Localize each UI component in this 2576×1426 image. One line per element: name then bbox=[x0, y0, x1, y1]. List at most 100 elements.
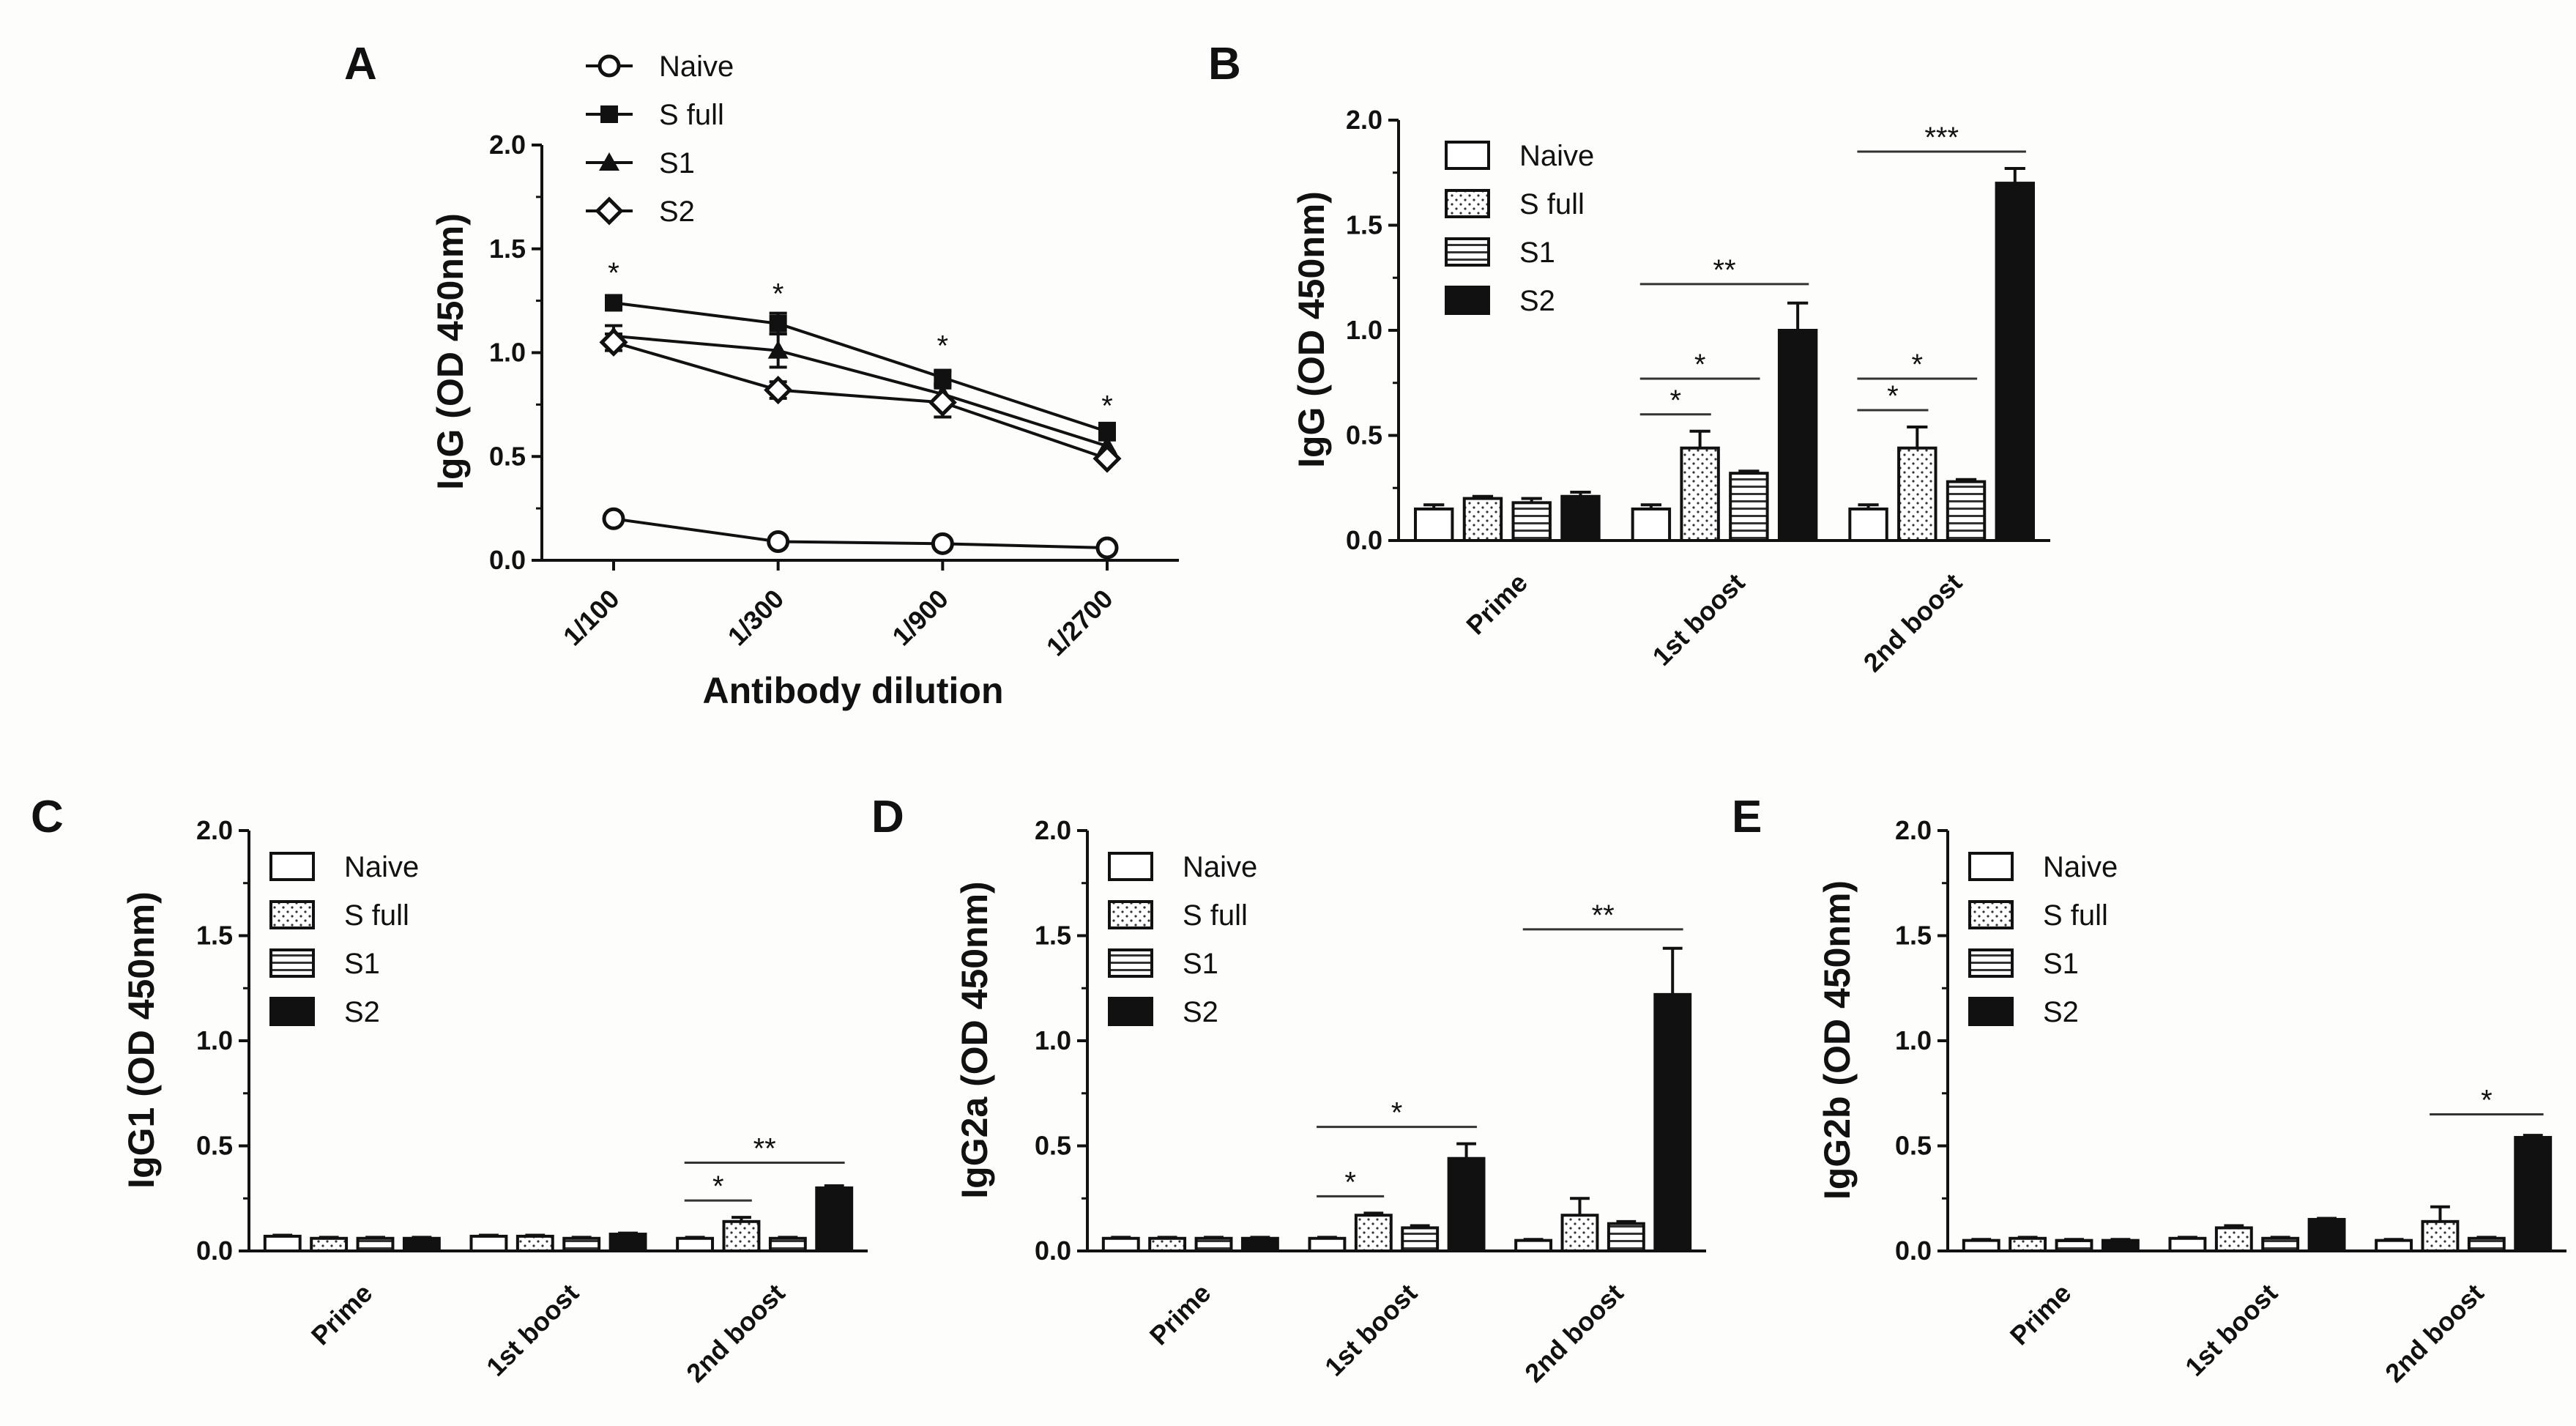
y-tick-label: 1.5 bbox=[196, 921, 233, 951]
y-axis-label: IgG (OD 450nm) bbox=[430, 213, 471, 490]
significance-star: * bbox=[773, 278, 784, 310]
bar bbox=[1897, 446, 1937, 542]
significance-star: * bbox=[712, 1170, 724, 1203]
y-tick-label: 0.5 bbox=[1035, 1131, 1071, 1161]
y-axis-label: IgG2a (OD 450nm) bbox=[954, 881, 995, 1198]
bar bbox=[2307, 1217, 2346, 1252]
y-tick-label: 0.5 bbox=[1346, 420, 1382, 450]
y-tick-label: 2.0 bbox=[1346, 105, 1382, 135]
bar bbox=[1560, 1214, 1599, 1252]
significance-star: ** bbox=[1713, 254, 1735, 286]
bar bbox=[1607, 1222, 1645, 1252]
bar bbox=[1995, 182, 2036, 542]
significance-star: * bbox=[1887, 380, 1899, 412]
y-tick-label: 1.5 bbox=[489, 234, 526, 264]
data-point bbox=[605, 294, 622, 312]
legend-swatch bbox=[1108, 900, 1153, 929]
bar bbox=[1401, 1226, 1440, 1253]
bar bbox=[1777, 329, 1818, 542]
significance-star: * bbox=[1912, 349, 1924, 381]
legend-label: S2 bbox=[1519, 285, 1555, 317]
panel-letter: B bbox=[1208, 39, 1241, 89]
legend-swatch bbox=[1445, 237, 1490, 267]
bar bbox=[722, 1219, 761, 1252]
significance-star: * bbox=[1669, 385, 1681, 417]
data-point bbox=[769, 314, 787, 333]
bar bbox=[1413, 507, 1454, 543]
data-point bbox=[1092, 444, 1122, 473]
y-axis-label: IgG (OD 450nm) bbox=[1291, 191, 1332, 468]
y-tick-label: 1.0 bbox=[1035, 1025, 1071, 1055]
bar bbox=[1447, 1156, 1486, 1252]
data-point bbox=[767, 530, 790, 553]
bar bbox=[1240, 1236, 1279, 1253]
bar bbox=[1631, 507, 1672, 543]
legend-label: Naive bbox=[1519, 140, 1594, 172]
y-axis-label: IgG2b (OD 450nm) bbox=[1817, 880, 1858, 1200]
bar bbox=[1946, 480, 1987, 543]
bar bbox=[562, 1236, 601, 1253]
legend-label: S2 bbox=[1183, 996, 1218, 1028]
legend-marker bbox=[599, 152, 619, 171]
y-tick-label: 0.0 bbox=[489, 545, 526, 575]
bar bbox=[1354, 1214, 1393, 1252]
legend-label: S full bbox=[344, 899, 409, 932]
legend-label: Naive bbox=[659, 51, 734, 83]
legend-swatch bbox=[269, 997, 315, 1026]
legend-swatch bbox=[1445, 189, 1490, 218]
bar bbox=[2421, 1219, 2460, 1252]
significance-star: * bbox=[1391, 1097, 1403, 1129]
legend-marker bbox=[595, 196, 624, 226]
y-tick-label: 0.0 bbox=[196, 1236, 233, 1266]
series-line bbox=[613, 517, 1108, 549]
bar bbox=[356, 1236, 395, 1253]
bar bbox=[676, 1236, 715, 1253]
y-tick-label: 0.0 bbox=[1035, 1236, 1071, 1266]
y-axis-label: IgG1 (OD 450nm) bbox=[121, 891, 162, 1189]
data-point bbox=[602, 507, 625, 530]
series-line bbox=[613, 301, 1108, 434]
data-point bbox=[1095, 536, 1119, 560]
y-tick-label: 1.0 bbox=[1895, 1025, 1932, 1055]
bar bbox=[608, 1233, 647, 1253]
bar bbox=[2055, 1239, 2093, 1253]
bar bbox=[1848, 507, 1888, 543]
significance-star: *** bbox=[1924, 122, 1959, 154]
legend-label: Naive bbox=[1183, 851, 1257, 883]
bar bbox=[1308, 1236, 1347, 1253]
x-axis-label: Antibody dilution bbox=[702, 670, 1003, 711]
bar bbox=[1729, 472, 1769, 542]
significance-star: * bbox=[937, 330, 949, 362]
legend-marker bbox=[598, 54, 621, 78]
bar bbox=[402, 1236, 441, 1253]
data-point bbox=[934, 368, 952, 387]
bar bbox=[1653, 992, 1692, 1252]
legend-swatch bbox=[269, 948, 315, 978]
data-point bbox=[764, 375, 793, 405]
bar bbox=[1514, 1239, 1553, 1253]
legend-swatch bbox=[1968, 900, 2014, 929]
bar bbox=[469, 1234, 508, 1253]
legend-label: S full bbox=[1519, 188, 1585, 220]
legend-label: S1 bbox=[1519, 237, 1555, 269]
bar bbox=[1101, 1236, 1140, 1253]
significance-star: * bbox=[608, 257, 619, 289]
series-line bbox=[613, 334, 1108, 448]
y-tick-label: 0.0 bbox=[1346, 525, 1382, 555]
significance-star: * bbox=[1344, 1166, 1356, 1198]
legend-swatch bbox=[1108, 852, 1153, 881]
y-tick-label: 2.0 bbox=[1035, 815, 1071, 845]
bar bbox=[2168, 1236, 2207, 1253]
y-tick-label: 1.5 bbox=[1346, 210, 1382, 240]
bar bbox=[815, 1186, 854, 1253]
data-point bbox=[931, 532, 954, 555]
legend-label: S1 bbox=[1183, 948, 1218, 980]
y-tick-label: 2.0 bbox=[1895, 815, 1932, 845]
panel-letter: A bbox=[344, 39, 377, 89]
bar bbox=[2261, 1236, 2300, 1253]
bar bbox=[1148, 1236, 1187, 1253]
legend-label: S2 bbox=[659, 196, 695, 228]
panel-letter: C bbox=[31, 792, 64, 842]
y-tick-label: 0.5 bbox=[196, 1131, 233, 1161]
